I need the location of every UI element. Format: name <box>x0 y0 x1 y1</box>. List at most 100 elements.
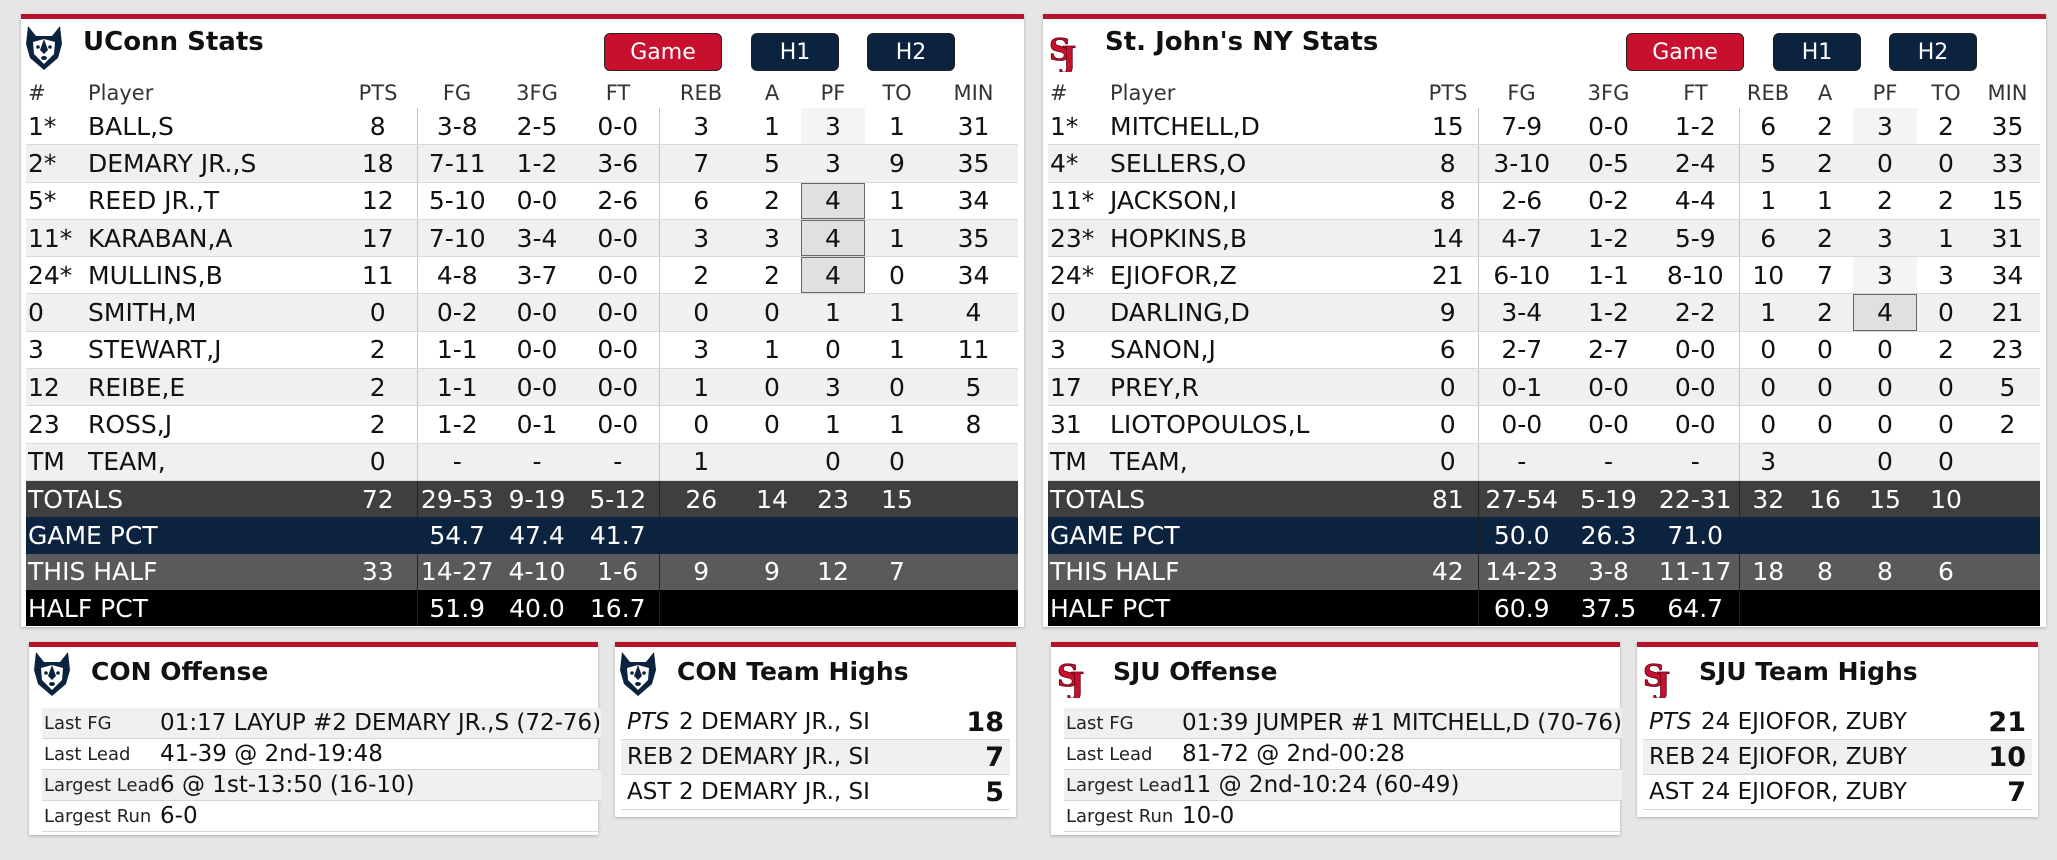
cell-pf: 8 <box>1853 553 1917 590</box>
player-row[interactable]: TM TEAM, 0- - -3 0 0 <box>1048 443 2040 481</box>
cell-pts: 11 <box>339 256 417 295</box>
player-row[interactable]: 0 SMITH,M 0 0-2 0-0 0-0 0 0 1 1 4 <box>26 293 1018 332</box>
largest-lead-label: Largest Lead <box>1064 769 1183 801</box>
cell-pts: 15 <box>1418 108 1478 146</box>
svg-text:J: J <box>1653 667 1670 698</box>
h1-button[interactable]: H1 <box>751 33 839 71</box>
high-value: 7 <box>1962 774 2032 810</box>
cell-ast <box>743 589 801 627</box>
player-row[interactable]: 24* EJIOFOR,Z 21 6-10 1-1 8-10 10 7 3 3 34 <box>1048 256 2040 295</box>
high-value: 18 <box>940 705 1010 740</box>
cell-player: BALL,S <box>86 108 339 146</box>
player-row[interactable]: 23 ROSS,J 2 1-2 0-1 0-0 0 0 1 1 8 <box>26 405 1018 444</box>
cell-ast: 0 <box>743 405 801 444</box>
cell-to <box>1917 517 1975 554</box>
player-row[interactable]: TM TEAM, 0- - -1 0 0 <box>26 443 1018 481</box>
cell-number: 11* <box>1048 182 1108 220</box>
column-header-pf: PF <box>820 81 846 105</box>
largest-lead-label: Largest Lead <box>42 769 161 801</box>
card-title: SJU Team Highs <box>1699 657 1918 686</box>
cell-to: 1 <box>865 108 929 146</box>
player-row[interactable]: 2* DEMARY JR.,S 18 7-11 1-2 3-6 7 5 3 9 35 <box>26 144 1018 183</box>
player-row[interactable]: 3 STEWART,J 2 1-1 0-0 0-0 3 1 0 1 11 <box>26 331 1018 370</box>
cell-min <box>1975 589 2040 627</box>
cell-3fg: 0-0 <box>497 331 577 370</box>
cell-pts: 6 <box>1418 331 1478 370</box>
player-row[interactable]: 24* MULLINS,B 11 4-8 3-7 0-0 2 2 4 0 34 <box>26 256 1018 295</box>
cell-pf: 23 <box>801 480 865 518</box>
totals-row: TOTALS 81 27-54 5-19 22-31 32 16 15 10 <box>1048 480 2040 518</box>
cell-fg: 3-4 <box>1477 293 1565 332</box>
cell-pts: 0 <box>1418 443 1478 481</box>
cell-pts <box>339 517 417 554</box>
cell-ast: 0 <box>1797 405 1853 444</box>
player-row[interactable]: 1* BALL,S 8 3-8 2-5 0-0 3 1 3 1 31 <box>26 108 1018 146</box>
cell-fg: - <box>416 443 497 481</box>
cell-3fg: 0-1 <box>497 405 577 444</box>
cell-fg: 3-8 <box>416 108 497 146</box>
player-row[interactable]: 23* HOPKINS,B 14 4-7 1-2 5-9 6 2 3 1 31 <box>1048 219 2040 258</box>
cell-ft: 0-0 <box>577 219 659 258</box>
game-button[interactable]: Game <box>1626 33 1744 71</box>
cell-ft: 64.7 <box>1652 589 1739 627</box>
column-header-player: Player <box>88 81 154 105</box>
cell-player: SANON,J <box>1108 331 1418 370</box>
h2-button[interactable]: H2 <box>1889 33 1977 71</box>
team-title: St. John's NY Stats <box>1105 27 1379 57</box>
cell-reb: 6 <box>658 182 743 220</box>
game-button[interactable]: Game <box>604 33 722 71</box>
cell-to: 2 <box>1917 108 1975 146</box>
player-row[interactable]: 3 SANON,J 6 2-7 2-7 0-0 0 0 0 2 23 <box>1048 331 2040 370</box>
high-category: REB <box>1643 739 1701 775</box>
cell-ft: 3-6 <box>577 144 659 183</box>
cell-min: 31 <box>1975 219 2040 258</box>
cell-ast <box>1797 517 1853 554</box>
high-category: PTS <box>1643 705 1701 740</box>
column-header-row: # Player PTS FG 3FG FT REB A PF TO MIN <box>26 78 1018 108</box>
cell-pf: 3 <box>801 108 865 146</box>
player-row[interactable]: 1* MITCHELL,D 15 7-9 0-0 1-2 6 2 3 2 35 <box>1048 108 2040 146</box>
cell-pts: 0 <box>1418 405 1478 444</box>
cell-pf: 0 <box>801 443 865 481</box>
cell-pts: 17 <box>339 219 417 258</box>
cell-player: STEWART,J <box>86 331 339 370</box>
cell-min <box>1975 517 2040 554</box>
cell-pf <box>801 517 865 554</box>
player-row[interactable]: 4* SELLERS,O 8 3-10 0-5 2-4 5 2 0 0 33 <box>1048 144 2040 183</box>
player-row[interactable]: 11* KARABAN,A 17 7-10 3-4 0-0 3 3 4 1 35 <box>26 219 1018 258</box>
cell-number: TM <box>26 443 86 481</box>
cell-min <box>929 553 1018 590</box>
cell-ft: - <box>1652 443 1739 481</box>
cell-player: MITCHELL,D <box>1108 108 1418 146</box>
cell-ast: 3 <box>743 219 801 258</box>
cell-3fg: 3-7 <box>497 256 577 295</box>
cell-ft: 1-6 <box>577 553 659 590</box>
cell-pf <box>1853 517 1917 554</box>
cell-to: 1 <box>865 293 929 332</box>
player-row[interactable]: 11* JACKSON,I 8 2-6 0-2 4-4 1 1 2 2 15 <box>1048 182 2040 220</box>
cell-number: 3 <box>1048 331 1108 370</box>
cell-reb <box>1738 589 1797 627</box>
cell-pts: 8 <box>1418 144 1478 183</box>
cell-reb: 0 <box>1738 405 1797 444</box>
cell-pf: 4 <box>801 219 865 258</box>
cell-ast: 16 <box>1797 480 1853 518</box>
cell-fg: 50.0 <box>1477 517 1565 554</box>
player-row[interactable]: 5* REED JR.,T 12 5-10 0-0 2-6 6 2 4 1 34 <box>26 182 1018 220</box>
last-fg-label: Last FG <box>42 708 161 739</box>
h2-button[interactable]: H2 <box>867 33 955 71</box>
cell-ast: 0 <box>1797 368 1853 407</box>
player-row[interactable]: 0 DARLING,D 9 3-4 1-2 2-2 1 2 4 0 21 <box>1048 293 2040 332</box>
player-row[interactable]: 31 LIOTOPOULOS,L 0 0-0 0-0 0-0 0 0 0 0 2 <box>1048 405 2040 444</box>
husky-logo-icon <box>620 652 656 696</box>
cell-ast: 0 <box>743 293 801 332</box>
cell-3fg: 0-0 <box>497 368 577 407</box>
player-row[interactable]: 17 PREY,R 0 0-1 0-0 0-0 0 0 0 0 5 <box>1048 368 2040 407</box>
h1-button[interactable]: H1 <box>1773 33 1861 71</box>
cell-number: TM <box>1048 443 1108 481</box>
largest-run-label: Largest Run <box>1064 800 1183 832</box>
cell-min: 4 <box>929 293 1018 332</box>
player-row[interactable]: 12 REIBE,E 2 1-1 0-0 0-0 1 0 3 0 5 <box>26 368 1018 407</box>
cell-ft: 0-0 <box>577 293 659 332</box>
column-header-number: # <box>1050 81 1068 105</box>
